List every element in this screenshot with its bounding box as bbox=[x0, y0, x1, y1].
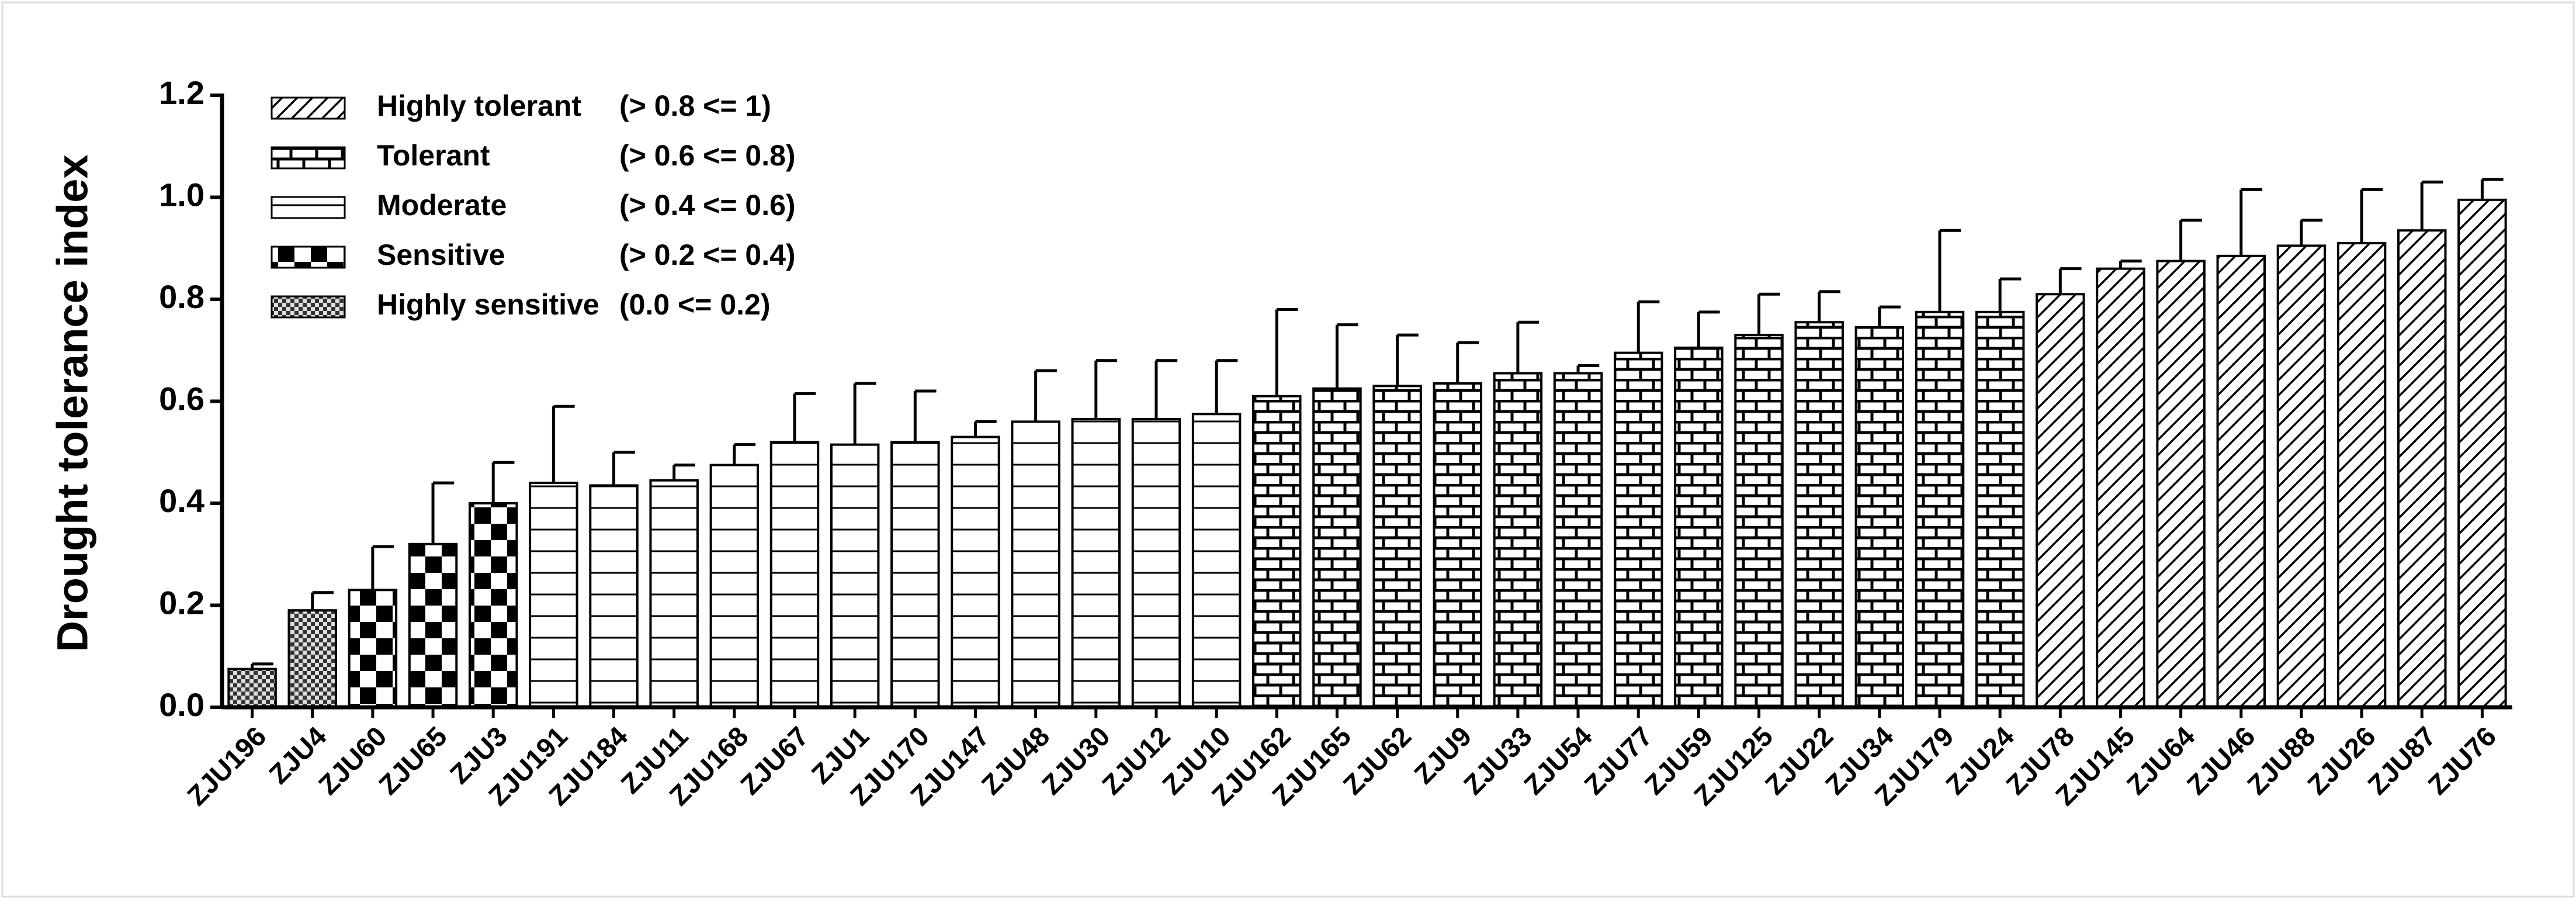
x-tick-label: ZJU12 bbox=[1096, 720, 1176, 800]
bar bbox=[2457, 198, 2507, 708]
legend-range: (> 0.2 <= 0.4) bbox=[619, 238, 796, 271]
legend-swatch bbox=[271, 295, 346, 319]
bar bbox=[1191, 413, 1242, 708]
legend-swatch bbox=[271, 246, 346, 269]
legend-label: Highly sensitive bbox=[377, 288, 599, 321]
x-tick-label: ZJU60 bbox=[313, 720, 393, 800]
x-tick-label: ZJU54 bbox=[1518, 720, 1598, 800]
bar bbox=[1553, 372, 1603, 708]
bar bbox=[1915, 310, 1965, 708]
bar bbox=[2156, 260, 2206, 708]
x-tick-label: ZJU64 bbox=[2120, 720, 2200, 800]
x-tick-label: ZJU33 bbox=[1458, 720, 1538, 800]
legend-swatch bbox=[271, 146, 346, 170]
legend-range: (> 0.8 <= 1) bbox=[619, 89, 771, 122]
bar bbox=[227, 668, 277, 708]
bar bbox=[1312, 387, 1362, 708]
bar bbox=[1433, 382, 1482, 708]
bar bbox=[951, 435, 1000, 708]
y-tick-label: 0.6 bbox=[159, 380, 204, 417]
bar bbox=[649, 479, 699, 708]
x-tick-label: ZJU24 bbox=[1940, 720, 2020, 800]
x-tick-label: ZJU65 bbox=[373, 720, 453, 800]
bar bbox=[2036, 293, 2085, 708]
y-tick-label: 0.8 bbox=[159, 278, 204, 315]
bar bbox=[890, 441, 940, 708]
bar bbox=[348, 589, 398, 709]
x-tick-label: ZJU62 bbox=[1337, 720, 1417, 800]
bar bbox=[2336, 242, 2387, 708]
bar bbox=[1794, 321, 1844, 708]
bar bbox=[529, 482, 578, 708]
legend-range: (0.0 <= 0.2) bbox=[619, 288, 771, 321]
bar bbox=[1372, 385, 1422, 708]
bar bbox=[1613, 351, 1663, 708]
x-tick-label: ZJU77 bbox=[1578, 720, 1658, 800]
x-tick-label: ZJU67 bbox=[734, 720, 814, 800]
x-tick-label: ZJU196 bbox=[181, 720, 272, 811]
legend-label: Highly tolerant bbox=[377, 89, 581, 122]
bar bbox=[830, 443, 880, 708]
y-tick-label: 1.0 bbox=[159, 176, 204, 213]
bar bbox=[589, 484, 639, 709]
x-tick-label: ZJU26 bbox=[2301, 720, 2381, 800]
legend-label: Tolerant bbox=[377, 139, 490, 172]
x-tick-label: ZJU22 bbox=[1759, 720, 1839, 800]
bar bbox=[1011, 420, 1060, 709]
bar bbox=[2096, 267, 2145, 708]
x-tick-label: ZJU87 bbox=[2362, 720, 2442, 800]
y-axis-title: Drought tolerance index bbox=[48, 154, 97, 652]
bar bbox=[1734, 334, 1784, 708]
y-tick-label: 0.4 bbox=[159, 482, 204, 519]
bar bbox=[2216, 254, 2266, 708]
bar bbox=[468, 502, 518, 708]
bar bbox=[1071, 418, 1121, 708]
x-tick-label: ZJU88 bbox=[2241, 720, 2321, 800]
legend-label: Sensitive bbox=[377, 238, 505, 271]
x-tick-label: ZJU46 bbox=[2180, 720, 2260, 800]
bar bbox=[1252, 395, 1302, 708]
y-tick-label: 1.2 bbox=[159, 74, 204, 111]
bar bbox=[1131, 418, 1181, 708]
x-tick-label: ZJU48 bbox=[975, 720, 1055, 800]
legend-swatch bbox=[271, 96, 346, 120]
bar bbox=[709, 464, 760, 708]
bar bbox=[1493, 372, 1543, 708]
legend-range: (> 0.4 <= 0.6) bbox=[619, 189, 796, 222]
bar bbox=[1854, 326, 1905, 708]
x-tick-label: ZJU30 bbox=[1035, 720, 1115, 800]
bar bbox=[2276, 244, 2327, 708]
y-tick-label: 0.2 bbox=[159, 584, 204, 621]
bar bbox=[2397, 229, 2447, 708]
bar bbox=[769, 441, 820, 708]
bar bbox=[408, 542, 458, 708]
bar bbox=[1975, 310, 2025, 708]
legend-label: Moderate bbox=[377, 189, 507, 222]
bar bbox=[287, 609, 337, 708]
x-tick-label: ZJU76 bbox=[2422, 720, 2502, 800]
legend-swatch bbox=[271, 196, 346, 219]
y-tick-label: 0.0 bbox=[159, 686, 204, 723]
bar bbox=[1674, 346, 1724, 708]
legend-range: (> 0.6 <= 0.8) bbox=[619, 139, 796, 172]
